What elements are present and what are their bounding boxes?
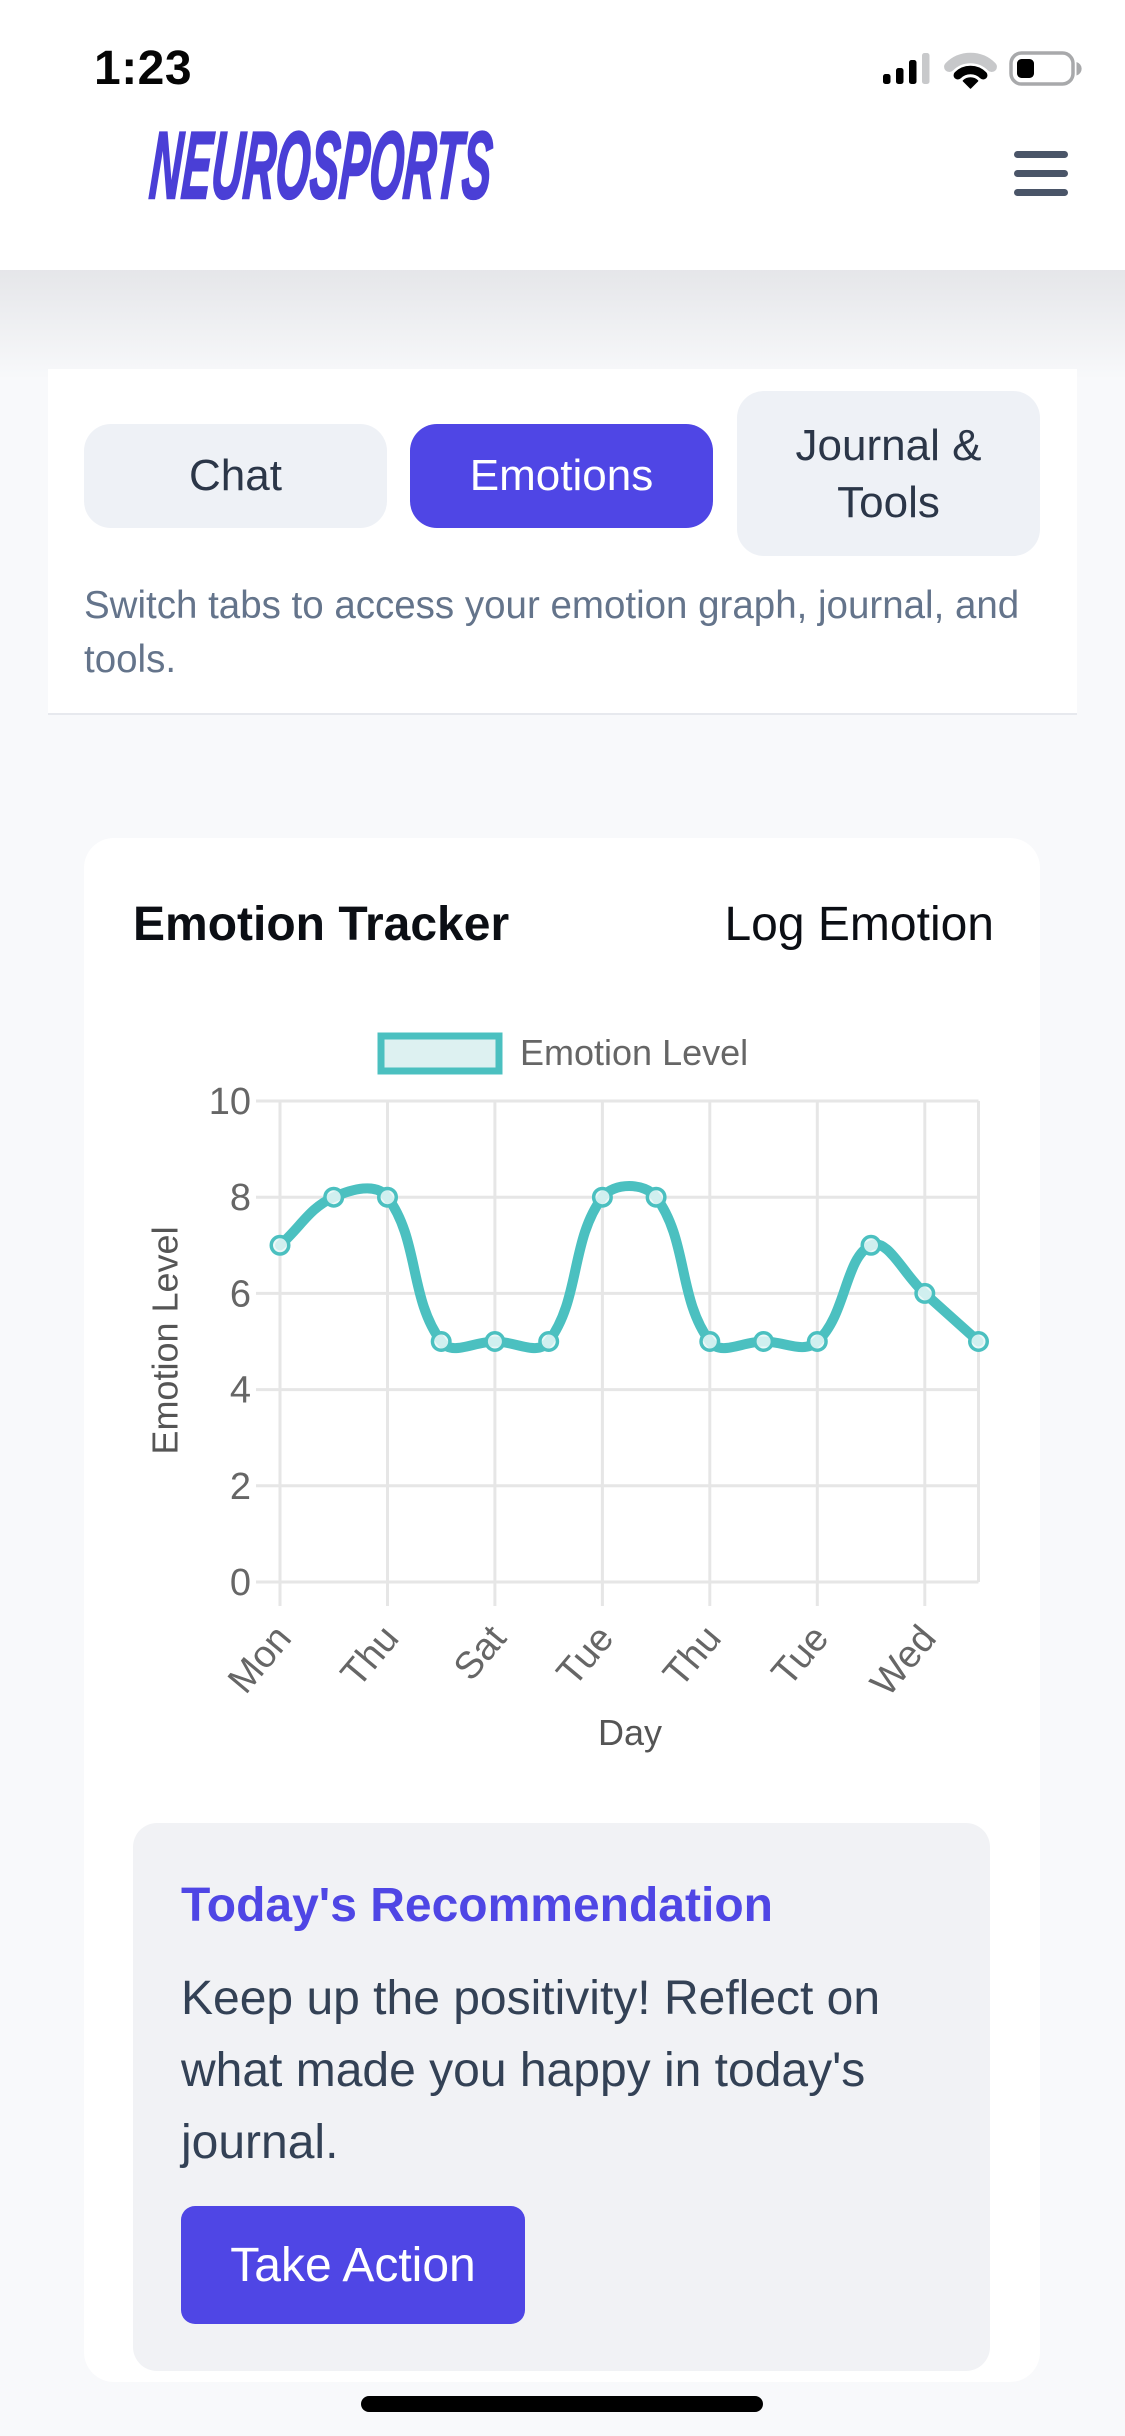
svg-text:Thu: Thu	[333, 1618, 407, 1695]
svg-text:Emotion Level: Emotion Level	[520, 1032, 748, 1073]
svg-text:8: 8	[230, 1177, 251, 1219]
svg-text:Emotion Level: Emotion Level	[145, 1226, 186, 1454]
svg-text:4: 4	[230, 1370, 251, 1412]
svg-text:Thu: Thu	[655, 1618, 729, 1695]
svg-text:0: 0	[230, 1562, 251, 1604]
svg-text:Mon: Mon	[220, 1618, 300, 1702]
svg-text:10: 10	[209, 1081, 251, 1123]
svg-text:Wed: Wed	[863, 1618, 945, 1704]
svg-text:2: 2	[230, 1466, 251, 1508]
svg-text:6: 6	[230, 1273, 251, 1315]
svg-text:Tue: Tue	[764, 1618, 837, 1694]
svg-text:Tue: Tue	[549, 1618, 622, 1694]
svg-text:Day: Day	[598, 1712, 662, 1753]
svg-text:Sat: Sat	[446, 1617, 515, 1688]
